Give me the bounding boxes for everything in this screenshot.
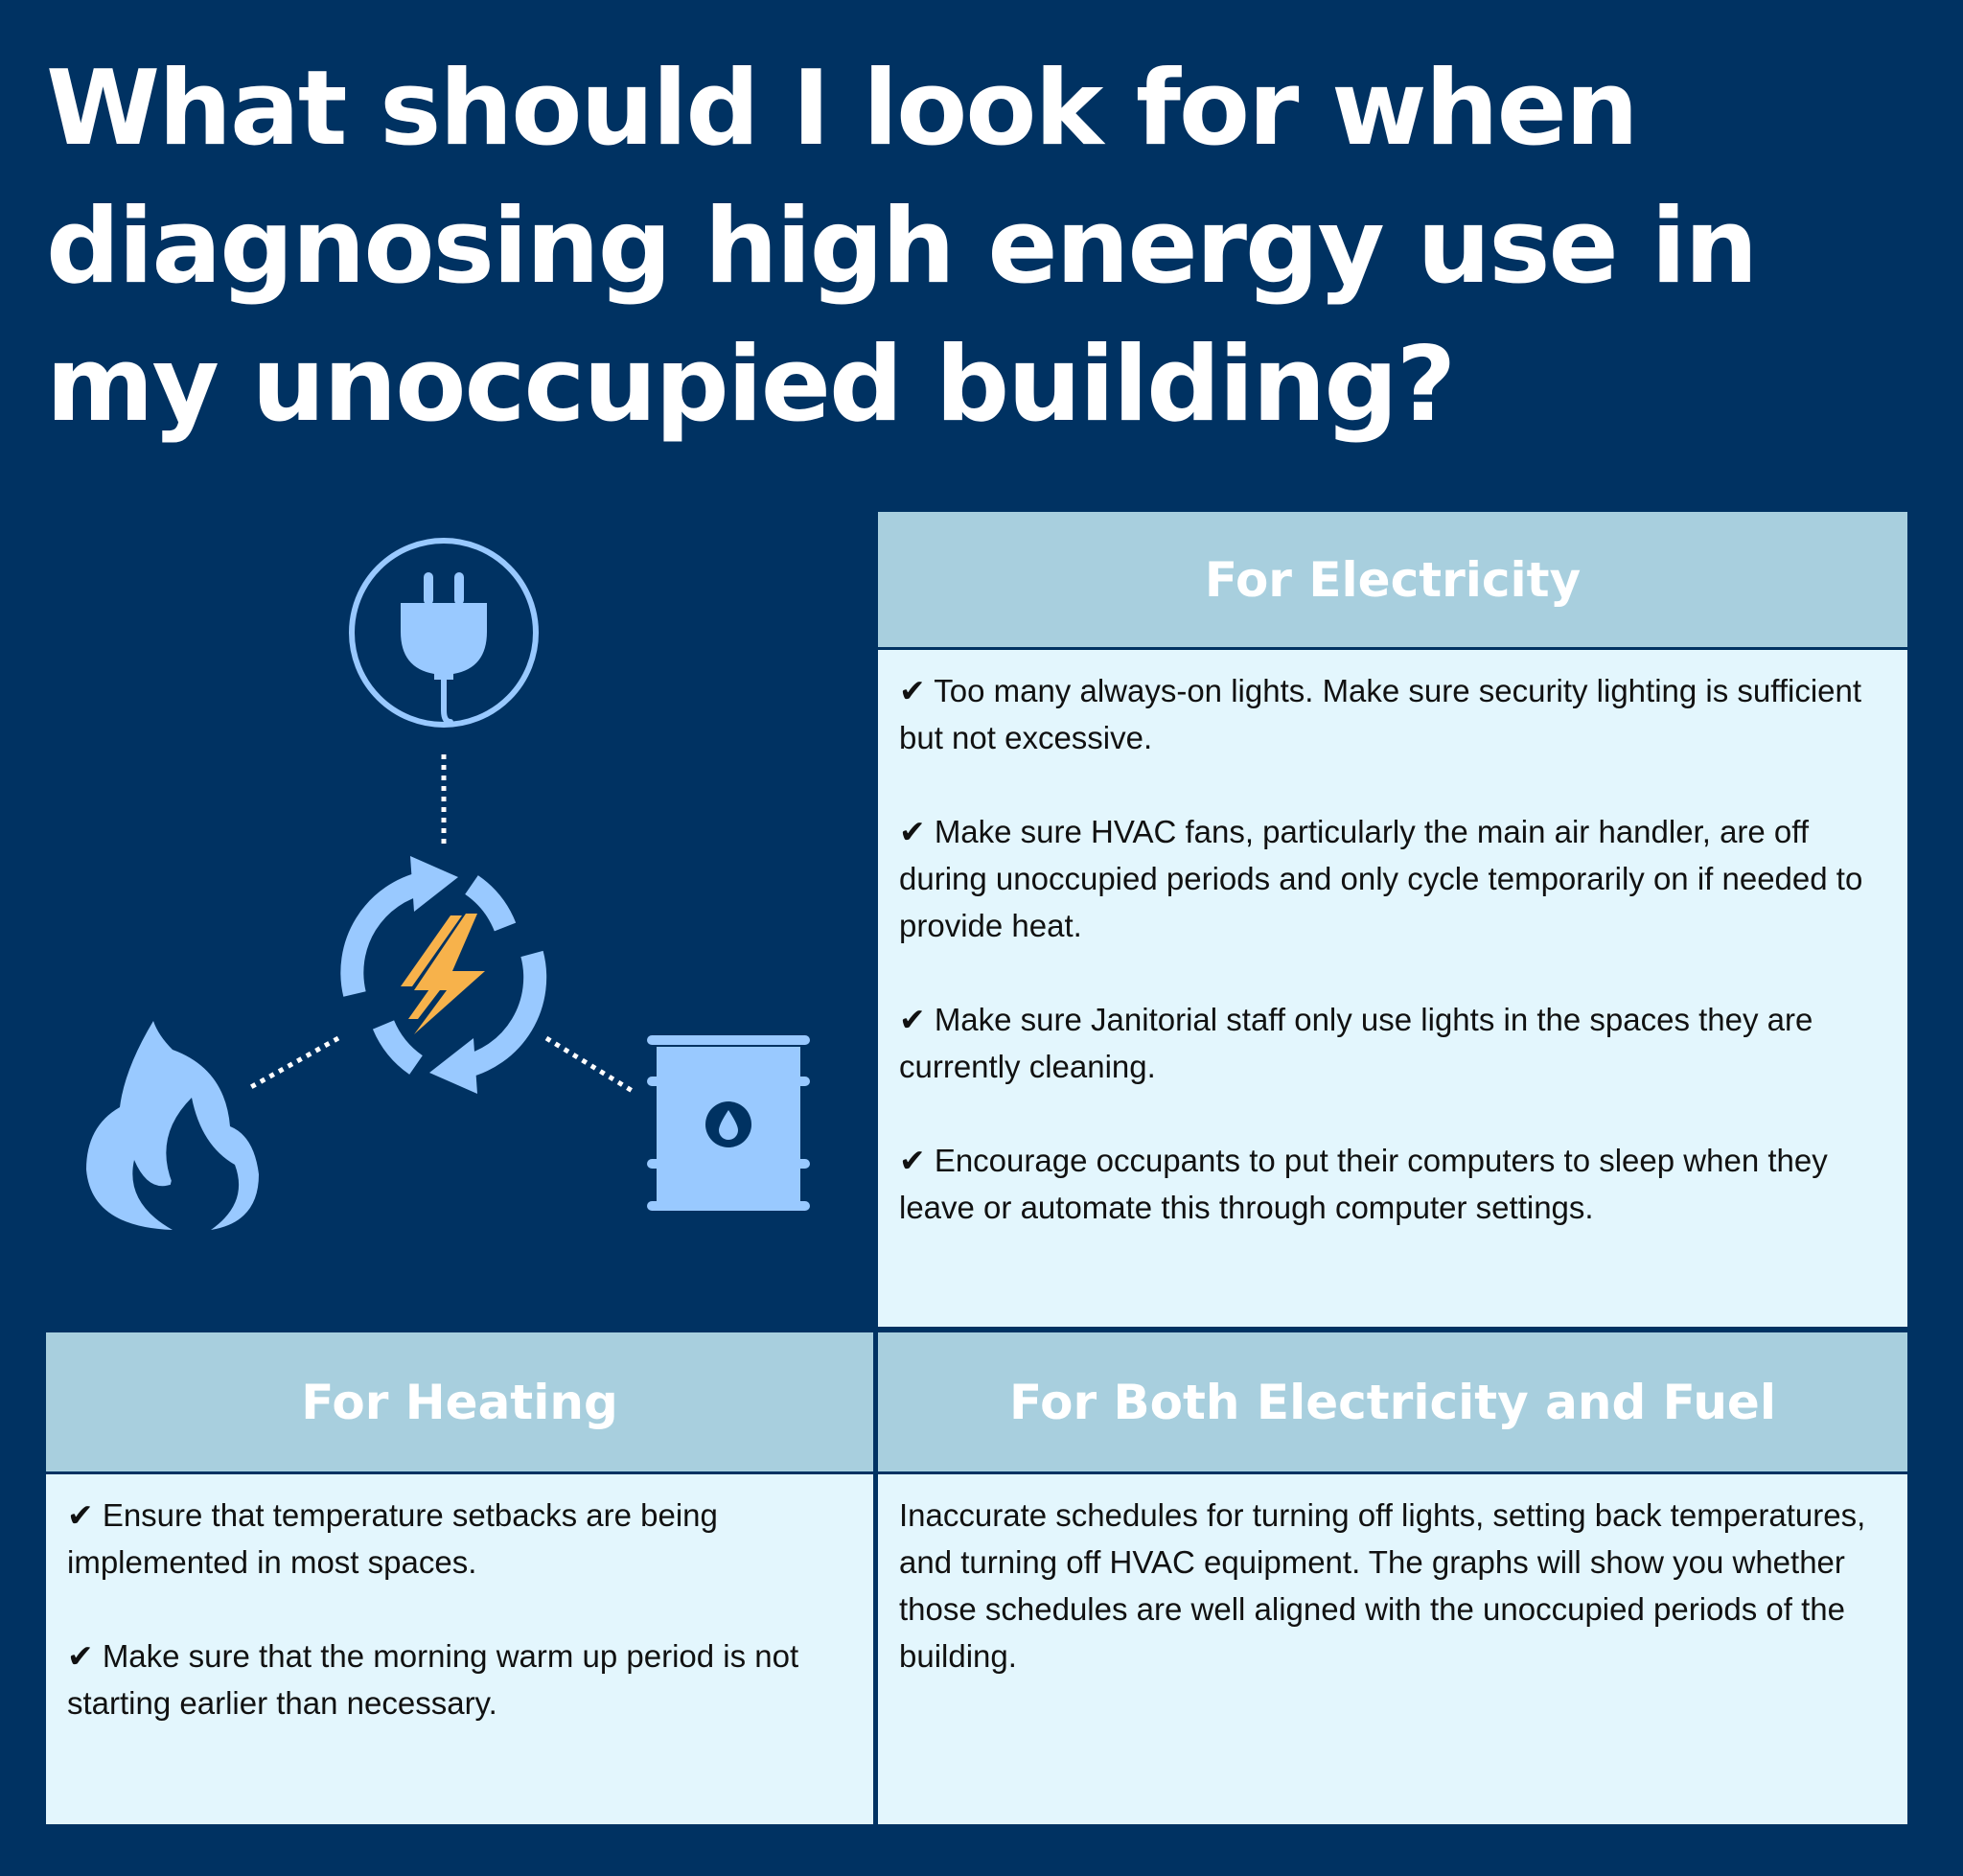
plug-icon bbox=[349, 538, 539, 728]
energy-cycle-icon bbox=[340, 856, 547, 1094]
page-title: What should I look for when diagnosing h… bbox=[46, 40, 1925, 454]
list-item: ✔ Ensure that temperature setbacks are b… bbox=[67, 1497, 718, 1580]
electricity-heading: For Electricity bbox=[878, 512, 1907, 650]
both-panel: For Both Electricity and Fuel Inaccurate… bbox=[878, 1332, 1907, 1824]
both-text-block: Inaccurate schedules for turning off lig… bbox=[878, 1474, 1907, 1679]
oil-barrel-icon bbox=[647, 1035, 810, 1211]
heating-panel: For Heating ✔ Ensure that temperature se… bbox=[46, 1332, 873, 1824]
both-text: Inaccurate schedules for turning off lig… bbox=[899, 1497, 1866, 1674]
list-item: ✔ Make sure that the morning warm up per… bbox=[67, 1638, 799, 1721]
lightning-bolt-icon bbox=[401, 915, 462, 1019]
heating-list: ✔ Ensure that temperature setbacks are b… bbox=[46, 1474, 873, 1726]
list-item: ✔ Too many always-on lights. Make sure s… bbox=[899, 673, 1862, 755]
title-line-1: What should I look for when bbox=[46, 49, 1639, 169]
connector-left bbox=[247, 1035, 340, 1091]
title-line-3: my unoccupied building? bbox=[46, 325, 1456, 445]
list-item: ✔ Encourage occupants to put their compu… bbox=[899, 1143, 1828, 1225]
both-heading: For Both Electricity and Fuel bbox=[878, 1332, 1907, 1474]
heating-heading: For Heating bbox=[46, 1332, 873, 1474]
flame-icon bbox=[86, 1021, 259, 1230]
list-item: ✔ Make sure HVAC fans, particularly the … bbox=[899, 814, 1863, 943]
electricity-list: ✔ Too many always-on lights. Make sure s… bbox=[878, 650, 1907, 1231]
list-item: ✔ Make sure Janitorial staff only use li… bbox=[899, 1002, 1813, 1084]
connector-right bbox=[544, 1035, 637, 1096]
title-line-2: diagnosing high energy use in bbox=[46, 187, 1758, 307]
energy-illustration bbox=[86, 538, 810, 1230]
electricity-panel: For Electricity ✔ Too many always-on lig… bbox=[878, 512, 1907, 1327]
